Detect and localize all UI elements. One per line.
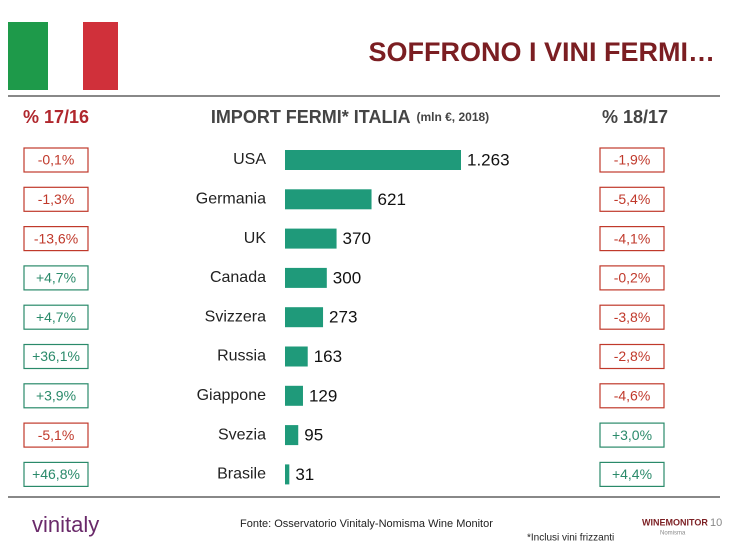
bar (285, 464, 290, 485)
chart-title: IMPORT FERMI* ITALIA (211, 107, 411, 127)
page-number: 10 (710, 517, 722, 529)
change-label: +3,9% (36, 388, 76, 404)
value-label: 300 (333, 268, 361, 287)
change-box (23, 304, 89, 330)
change-label: +4,4% (612, 466, 652, 482)
category-label: Brasile (217, 466, 266, 483)
bar (285, 228, 337, 249)
logo-right-sub: Nomisma (660, 531, 686, 537)
value-label: 621 (378, 190, 406, 209)
change-label: -4,1% (614, 230, 651, 246)
category-label: Giappone (197, 387, 266, 404)
category-label: Svezia (218, 426, 266, 443)
change-box (23, 147, 89, 173)
change-box (599, 226, 665, 252)
change-label: +3,0% (612, 427, 652, 443)
change-label: -5,4% (614, 191, 651, 207)
value-label: 31 (295, 465, 314, 484)
change-label: -0,1% (38, 152, 75, 168)
bar (285, 150, 461, 170)
category-label: Canada (210, 269, 266, 286)
logo-left: vinitaly (32, 512, 99, 537)
value-label: 370 (343, 229, 371, 248)
change-label: -2,8% (614, 348, 651, 364)
change-box (23, 383, 89, 409)
chart-subtitle: (mln €, 2018) (416, 110, 489, 124)
category-label: Russia (217, 348, 266, 365)
left-header: % 17/16 (23, 107, 89, 127)
source: Fonte: Osservatorio Vinitaly-Nomisma Win… (240, 518, 493, 530)
change-label: +46,8% (32, 466, 80, 482)
bar (285, 189, 372, 210)
category-label: UK (244, 230, 267, 247)
slide-title: SOFFRONO I VINI FERMI… (368, 37, 715, 67)
bar (285, 267, 327, 288)
value-label: 163 (314, 347, 342, 366)
change-label: +4,7% (36, 309, 76, 325)
note: *Inclusi vini frizzanti (527, 533, 614, 544)
change-box (599, 147, 665, 173)
change-box (23, 461, 89, 487)
change-label: -1,9% (614, 152, 651, 168)
category-label: Svizzera (205, 308, 266, 325)
value-label: 95 (304, 426, 323, 445)
category-label: Germania (196, 191, 266, 208)
change-label: -3,8% (614, 309, 651, 325)
bar (285, 385, 303, 406)
change-label: -5,1% (38, 427, 75, 443)
change-label: -13,6% (34, 230, 78, 246)
change-box (599, 422, 665, 448)
right-header: % 18/17 (602, 107, 668, 127)
category-label: USA (233, 151, 266, 168)
change-box (599, 343, 665, 370)
value-label: 1.263 (467, 150, 510, 169)
logo-right: WINEMONITOR (642, 517, 708, 527)
change-box (23, 186, 89, 212)
change-box (599, 383, 665, 409)
bar (285, 346, 308, 367)
change-box (599, 265, 665, 291)
value-label: 273 (329, 308, 357, 327)
change-label: -1,3% (38, 191, 75, 207)
bar (285, 307, 324, 328)
chart-heading: IMPORT FERMI* ITALIA (mln €, 2018) (211, 107, 489, 127)
flag-red (83, 22, 118, 90)
value-label: 129 (309, 386, 337, 405)
change-label: -0,2% (614, 270, 651, 286)
change-box (23, 265, 89, 291)
flag-white (48, 22, 83, 90)
change-box (599, 304, 665, 330)
bar (285, 425, 299, 446)
change-label: +36,1% (32, 348, 80, 364)
flag-green (8, 22, 48, 90)
change-box (599, 461, 665, 487)
change-box (23, 422, 89, 448)
change-box (23, 343, 89, 370)
change-box (23, 226, 89, 252)
change-label: +4,7% (36, 270, 76, 286)
change-box (599, 186, 665, 212)
change-label: -4,6% (614, 388, 651, 404)
